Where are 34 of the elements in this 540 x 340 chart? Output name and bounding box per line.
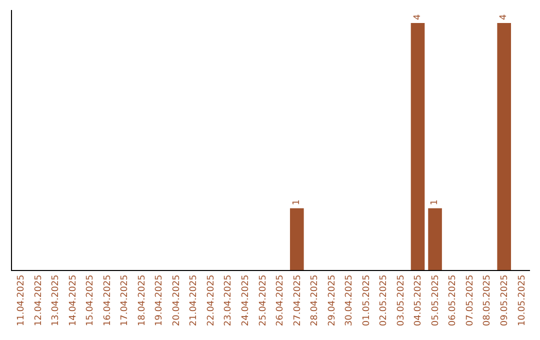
x-tick-label: 09.05.2025 bbox=[500, 274, 510, 326]
x-tick-label: 07.05.2025 bbox=[465, 274, 476, 326]
x-tick-label: 16.04.2025 bbox=[102, 274, 113, 326]
x-tick-label: 10.05.2025 bbox=[517, 274, 528, 326]
x-tick-label: 03.05.2025 bbox=[396, 274, 406, 326]
x-tick-label: 24.04.2025 bbox=[241, 274, 252, 326]
x-tick-label: 29.04.2025 bbox=[327, 274, 338, 326]
x-tick-label: 15.04.2025 bbox=[86, 274, 96, 326]
x-tick-label: 19.04.2025 bbox=[154, 274, 165, 326]
x-tick-label: 30.04.2025 bbox=[344, 274, 355, 326]
x-tick-label: 05.05.2025 bbox=[430, 274, 441, 326]
x-tick-label: 08.05.2025 bbox=[482, 274, 493, 326]
x-tick-label: 23.04.2025 bbox=[224, 274, 234, 326]
x-tick-label: 04.05.2025 bbox=[414, 274, 424, 326]
x-tick-label: 13.04.2025 bbox=[51, 274, 62, 326]
x-tick-label: 12.04.2025 bbox=[34, 274, 44, 326]
x-tick-label: 25.04.2025 bbox=[258, 274, 268, 326]
data-label: 4 bbox=[499, 14, 510, 20]
x-tick-label: 02.05.2025 bbox=[379, 274, 390, 326]
x-tick-label: 20.04.2025 bbox=[172, 274, 182, 326]
x-tick-label: 28.04.2025 bbox=[310, 274, 320, 326]
data-label: 1 bbox=[430, 200, 440, 206]
x-tick-label: 18.04.2025 bbox=[137, 274, 148, 326]
x-tick-label: 26.04.2025 bbox=[276, 274, 286, 326]
x-tick-label: 21.04.2025 bbox=[189, 274, 200, 326]
x-tick-label: 11.04.2025 bbox=[16, 274, 27, 326]
x-tick-label: 17.04.2025 bbox=[120, 274, 130, 326]
x-tick-label: 06.05.2025 bbox=[448, 274, 458, 326]
x-tick-label: 01.05.2025 bbox=[362, 274, 372, 326]
x-tick-label: 14.04.2025 bbox=[68, 274, 78, 326]
x-tick-label: 22.04.2025 bbox=[206, 274, 216, 326]
data-label: 4 bbox=[412, 14, 423, 20]
data-label: 1 bbox=[292, 200, 302, 206]
x-tick-label: 27.04.2025 bbox=[292, 274, 303, 326]
